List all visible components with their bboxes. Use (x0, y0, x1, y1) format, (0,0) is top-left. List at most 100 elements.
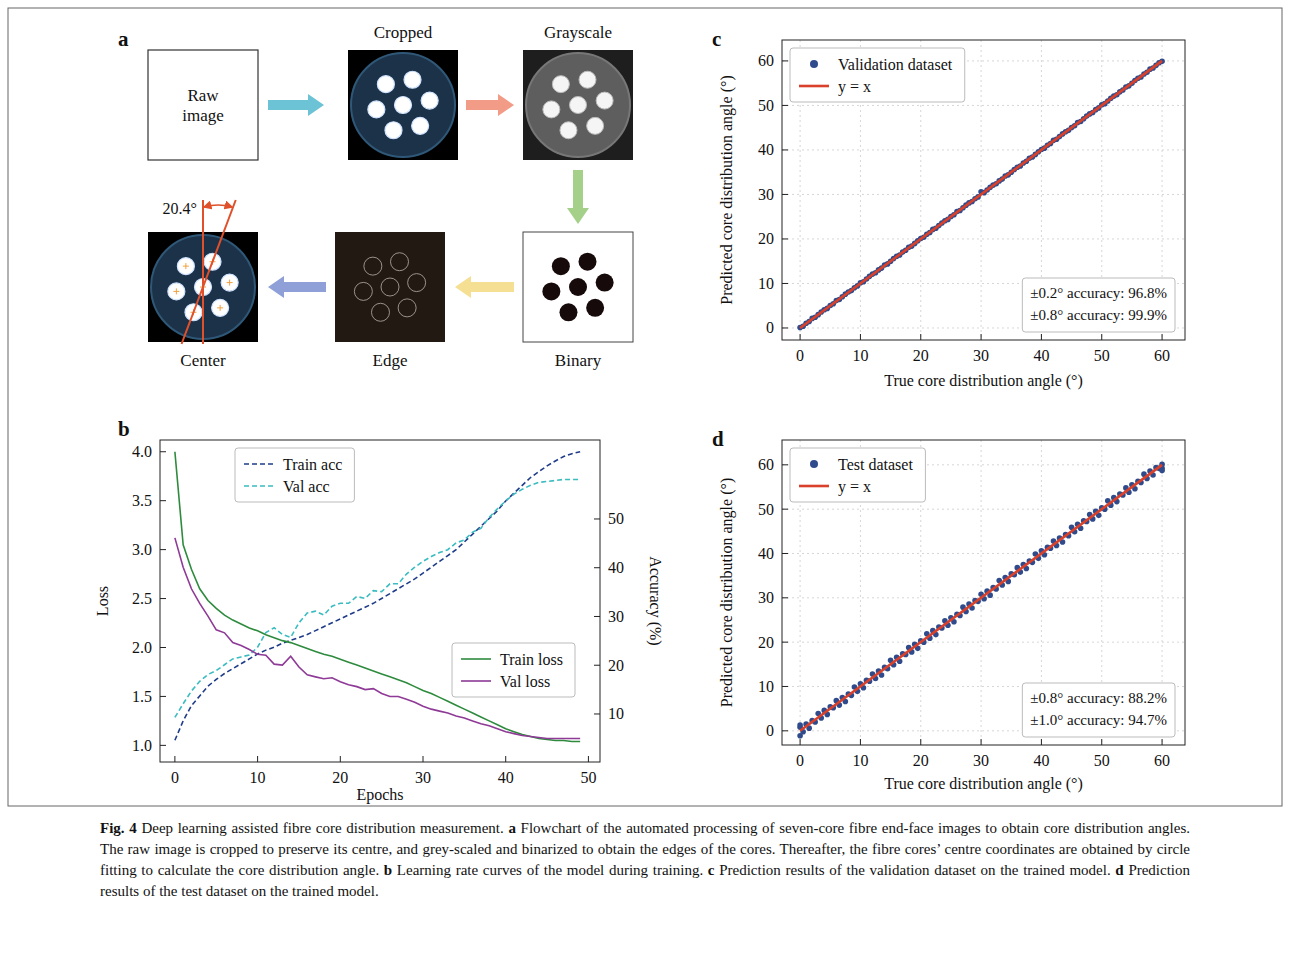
node-label: Rawimage (182, 86, 224, 125)
x-tick-label: 10 (852, 752, 868, 769)
core-edge (371, 303, 389, 321)
core (212, 299, 229, 316)
plot-frame (782, 40, 1185, 340)
core-edge (364, 257, 382, 275)
legend: Train accVal acc (235, 448, 354, 502)
x-tick (981, 334, 982, 340)
y-tick-label: 20 (758, 230, 774, 247)
x-tick (860, 739, 861, 745)
legend-line (244, 463, 274, 465)
flow-arrow (268, 94, 324, 116)
core (552, 76, 569, 93)
series-line (175, 479, 580, 717)
core-centre (217, 305, 223, 311)
x-tick (920, 334, 921, 340)
x-tick (1101, 334, 1102, 340)
grid-line (782, 553, 1185, 554)
x-tick-label: 20 (913, 347, 929, 364)
y-axis-title: Predicted core distribution angle (°) (718, 478, 736, 707)
x-tick (1101, 739, 1102, 745)
node-label: Cropped (374, 23, 433, 42)
y-tick (782, 642, 788, 643)
y-tick-label: 3.0 (132, 541, 152, 558)
core-edge (381, 278, 399, 296)
annotation: ±0.8° accuracy: 88.2% (1030, 690, 1167, 706)
y-tick-label: 60 (758, 456, 774, 473)
core (569, 278, 587, 296)
core (560, 122, 577, 139)
y-tick-label: 1.5 (132, 688, 152, 705)
y-tick (782, 105, 788, 106)
caption-title: Deep learning assisted fibre core distri… (141, 820, 503, 836)
x-tick (800, 739, 801, 745)
grid-line (782, 509, 1185, 510)
x-tick-label: 50 (580, 769, 596, 786)
annotation: ±0.8° accuracy: 99.9% (1030, 307, 1167, 323)
x-tick (920, 739, 921, 745)
flow-arrow (268, 276, 326, 298)
cladding (351, 53, 455, 157)
core-line (182, 200, 236, 344)
image-background (348, 50, 458, 160)
legend-line (799, 85, 829, 88)
legend-box (790, 48, 965, 102)
y2-tick-label: 20 (608, 657, 624, 674)
x-axis-title: True core distribution angle (°) (884, 372, 1083, 390)
grid-line (782, 238, 1185, 239)
core (543, 101, 560, 118)
y-tick (160, 598, 166, 599)
legend: Test datasety = x (790, 448, 925, 502)
x-tick-label: 10 (852, 347, 868, 364)
y2-tick (594, 518, 600, 519)
x-tick (505, 756, 506, 762)
legend: Validation datasety = x (790, 48, 965, 102)
grid-line (782, 149, 1185, 150)
node-label: Edge (373, 351, 408, 370)
y-axis-title: Predicted core distribution angle (°) (718, 75, 736, 304)
caption-part-text: Prediction results of the validation dat… (719, 862, 1110, 878)
legend-label: Val loss (500, 673, 550, 690)
y-tick-label: 40 (758, 545, 774, 562)
core (570, 97, 587, 114)
node-label: Center (180, 351, 226, 370)
legend-line (799, 485, 829, 488)
legend-marker (810, 60, 818, 68)
panel-label: d (712, 427, 724, 451)
x-tick-label: 30 (973, 347, 989, 364)
x-tick (588, 756, 589, 762)
core (542, 282, 560, 300)
y-tick-label: 20 (758, 634, 774, 651)
x-tick-label: 10 (250, 769, 266, 786)
core (412, 117, 429, 134)
x-tick (1162, 739, 1163, 745)
y-tick (782, 597, 788, 598)
core (221, 274, 238, 291)
y-tick-label: 3.5 (132, 492, 152, 509)
x-tick-label: 40 (1033, 752, 1049, 769)
legend: Train lossVal loss (452, 643, 575, 697)
chart-panel: 01020304050600102030405060True core dist… (712, 427, 1185, 793)
caption-part-label: a (508, 820, 516, 836)
y-tick (160, 549, 166, 550)
x-tick (981, 739, 982, 745)
caption-part-label: b (384, 862, 392, 878)
grid-line (782, 642, 1185, 643)
y-axis-title: Loss (94, 586, 111, 616)
x-tick (174, 756, 175, 762)
plot-frame (160, 440, 600, 762)
core-centre (173, 288, 179, 294)
y-tick (160, 647, 166, 648)
core (168, 283, 185, 300)
annotation-box: ±0.2° accuracy: 96.8%±0.8° accuracy: 99.… (1022, 278, 1175, 332)
core-edge (354, 282, 372, 300)
caption-part-label: c (708, 862, 715, 878)
y2-tick-label: 40 (608, 559, 624, 576)
y-tick-label: 0 (766, 722, 774, 739)
legend-label: y = x (838, 78, 871, 96)
figure-frame (8, 8, 1282, 806)
y-tick (782, 553, 788, 554)
reference-line (202, 200, 204, 344)
core (404, 71, 421, 88)
y2-axis-title: Accuracy (%) (646, 556, 664, 645)
plot-background (160, 440, 600, 762)
